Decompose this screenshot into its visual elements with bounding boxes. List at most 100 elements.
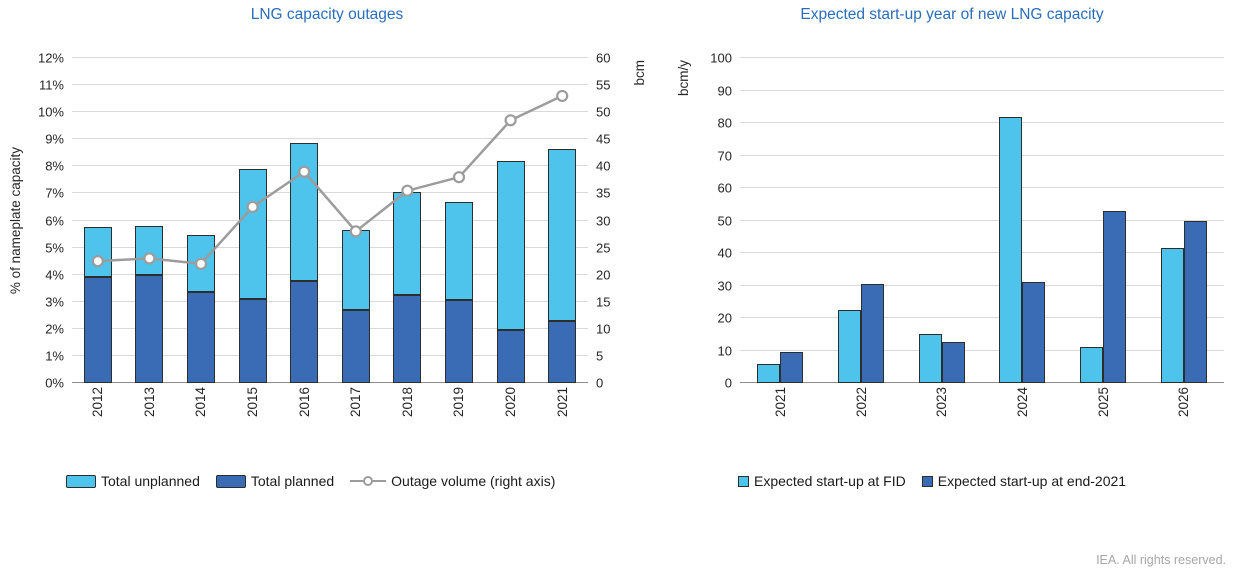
unplanned-segment-2012	[83, 227, 112, 278]
chart-lng-capacity-outages: LNG capacity outages % of nameplate capa…	[4, 6, 650, 489]
y-axis-tick-label: 45	[596, 131, 611, 147]
stacked-bar-2018	[393, 58, 422, 383]
x-axis-label-2019: 2019	[451, 387, 467, 418]
y-axis-tick-label: 10%	[37, 104, 64, 120]
gridline	[72, 138, 588, 140]
legend-swatch	[215, 474, 246, 488]
right-plot-area	[740, 57, 1224, 383]
x-axis-label-2012: 2012	[90, 387, 106, 418]
bar-2025	[1103, 210, 1127, 383]
chart-expected-startup: Expected start-up year of new LNG capaci…	[672, 6, 1232, 489]
gridline	[72, 327, 588, 329]
x-axis-label-2021: 2021	[772, 387, 788, 418]
left-chart-body: % of nameplate capacity 0% 1% 2% 3% 4% 5% 6% 7%…	[4, 52, 650, 390]
bar-group-2026	[1160, 58, 1207, 383]
x-axis-label-2017: 2017	[348, 387, 364, 418]
planned-segment-2018	[393, 294, 422, 383]
gridline	[72, 84, 588, 86]
planned-segment-2012	[83, 277, 112, 383]
y-axis-tick-label: 100	[710, 50, 732, 66]
legend-item: Expected start-up at FID	[738, 473, 906, 489]
x-axis-label-2013: 2013	[141, 387, 157, 418]
y-axis-tick-label: 1%	[45, 348, 64, 364]
right-gridlines	[740, 57, 1224, 383]
stacked-bars-layer	[72, 58, 588, 383]
bar-2023	[941, 342, 965, 383]
gridline	[740, 317, 1224, 318]
gridline	[72, 246, 588, 248]
gridline	[72, 57, 588, 58]
legend-label: Expected start-up at end-2021	[937, 473, 1127, 489]
gridline	[740, 349, 1224, 351]
category-cell-2021	[536, 58, 588, 383]
bar-2024	[1022, 282, 1046, 383]
left-chart-legend: Total unplanned Total planned Outage volum…	[66, 473, 650, 489]
bar-2021	[780, 352, 804, 383]
legend-item: Outage volume (right axis)	[350, 473, 555, 489]
left-gridlines	[72, 57, 588, 383]
y-axis-tick-label: 7%	[45, 185, 64, 201]
y-axis-tick-label: 9%	[45, 131, 64, 147]
legend-line-swatch	[350, 474, 387, 488]
y-axis-tick-label: 90	[717, 83, 732, 98]
unplanned-segment-2013	[135, 225, 164, 275]
bar-group-2024	[999, 58, 1046, 383]
x-axis-line	[740, 382, 1224, 383]
x-axis-label-2020: 2020	[503, 387, 519, 418]
unplanned-segment-2017	[341, 229, 370, 310]
left-secondary-y-axis: 0 5 10 15 20 25 30 35 40 45 50 55 60	[588, 52, 628, 390]
x-axis-label-2021: 2021	[554, 387, 570, 418]
category-cell-2021	[740, 58, 821, 383]
gridline	[72, 219, 588, 221]
y-axis-tick-label: 4%	[45, 267, 64, 283]
y-axis-tick-label: 30	[717, 278, 732, 293]
x-axis-line	[72, 382, 588, 383]
planned-segment-2021	[548, 320, 577, 383]
y-axis-tick-label: 50	[717, 213, 732, 228]
y-axis-tick-label: 6%	[45, 213, 64, 228]
x-axis-label-2025: 2025	[1095, 387, 1111, 418]
category-cell-2024	[982, 58, 1063, 383]
y-axis-tick-label: 60	[717, 180, 732, 196]
iea-credit: IEA. All rights reserved.	[1096, 553, 1226, 567]
stacked-bar-2017	[341, 58, 370, 383]
bar-2026	[1160, 248, 1184, 383]
bar-group-2022	[838, 58, 884, 383]
bar-group-2021	[757, 58, 804, 383]
startup-y-axis-title: bcm/y	[672, 58, 694, 383]
gridline	[72, 111, 588, 113]
planned-segment-2019	[444, 300, 473, 383]
unplanned-segment-2015	[238, 169, 267, 300]
legend-line-marker	[363, 475, 374, 486]
gridline	[72, 165, 588, 167]
category-cell-2022	[821, 58, 902, 383]
bar-group-2025	[1080, 58, 1127, 383]
category-cell-2019	[433, 58, 485, 383]
x-axis-label-2018: 2018	[399, 387, 415, 418]
legend-item: Total planned	[215, 473, 334, 489]
category-cell-2018	[382, 58, 434, 383]
gridline	[72, 192, 588, 194]
stacked-bar-2020	[496, 58, 525, 383]
gridline	[740, 154, 1224, 156]
y-axis-tick-label: 12%	[37, 50, 64, 66]
category-cell-2017	[330, 58, 382, 383]
category-cell-2015	[227, 58, 279, 383]
y-axis-tick-label: 50	[596, 104, 611, 120]
gridline	[72, 354, 588, 356]
stacked-bar-2021	[548, 58, 577, 383]
y-axis-tick-label: 5%	[45, 240, 64, 256]
legend-swatch	[738, 475, 749, 487]
y-axis-tick-label: 20	[717, 310, 732, 326]
grouped-bars-layer	[740, 58, 1224, 383]
unplanned-segment-2020	[496, 160, 525, 331]
x-axis-label-2024: 2024	[1014, 387, 1030, 418]
planned-segment-2017	[341, 309, 370, 383]
y-axis-tick-label: 20	[596, 267, 611, 283]
legend-label: Expected start-up at FID	[754, 473, 906, 489]
legend-label: Total unplanned	[101, 473, 200, 489]
legend-label: Outage volume (right axis)	[391, 473, 556, 489]
legend-swatch	[66, 474, 96, 488]
planned-segment-2015	[238, 299, 267, 383]
